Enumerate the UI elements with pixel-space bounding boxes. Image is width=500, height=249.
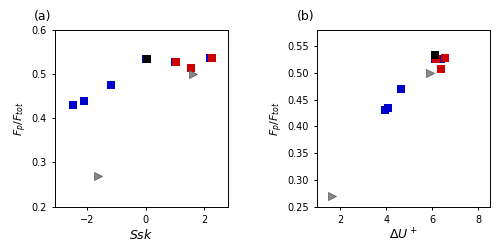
X-axis label: $\Delta U^+$: $\Delta U^+$ — [390, 228, 418, 243]
X-axis label: $Ssk$: $Ssk$ — [130, 228, 154, 242]
Y-axis label: $F_p/F_{tot}$: $F_p/F_{tot}$ — [268, 101, 284, 136]
Text: (b): (b) — [296, 10, 314, 23]
Text: (a): (a) — [34, 10, 52, 23]
Y-axis label: $F_p/F_{tot}$: $F_p/F_{tot}$ — [12, 101, 28, 136]
